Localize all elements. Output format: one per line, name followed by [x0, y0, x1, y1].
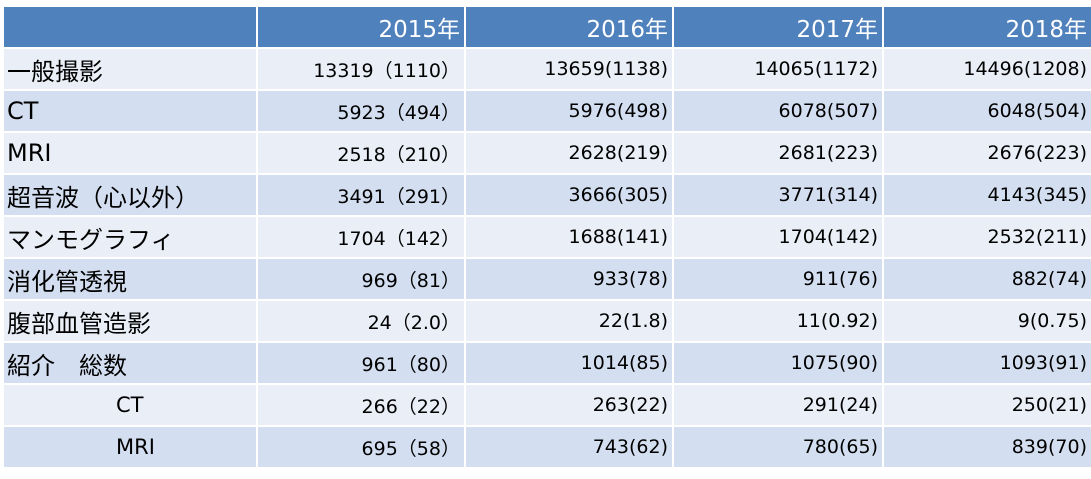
value-cell: 2532(211) [882, 215, 1091, 259]
value-cell: 13659(1138) [464, 47, 674, 91]
value-cell: 839(70) [882, 425, 1091, 469]
value-cell: 743(62) [464, 425, 674, 469]
value-cell: 1014(85) [464, 341, 674, 385]
value-cell: 266（22） [256, 383, 466, 427]
value-cell: 961（80） [256, 341, 466, 385]
year-header-2018: 2018年 [882, 5, 1091, 49]
row-label: 腹部血管造影 [2, 299, 258, 343]
value-cell: 3491（291） [256, 173, 466, 217]
corner-cell [2, 5, 258, 49]
year-header-2015: 2015年 [256, 5, 466, 49]
value-cell: 2681(223) [672, 131, 884, 175]
value-cell: 2628(219) [464, 131, 674, 175]
table-row: CT 266（22） 263(22) 291(24) 250(21) [2, 383, 1091, 427]
value-cell: 24（2.0） [256, 299, 466, 343]
value-cell: 14496(1208) [882, 47, 1091, 91]
row-label: 消化管透視 [2, 257, 258, 301]
value-cell: 5923（494） [256, 89, 466, 133]
value-cell: 1688(141) [464, 215, 674, 259]
row-label: MRI [2, 425, 258, 469]
table-row: 超音波（心以外） 3491（291） 3666(305) 3771(314) 4… [2, 173, 1091, 217]
value-cell: 780(65) [672, 425, 884, 469]
value-cell: 22(1.8) [464, 299, 674, 343]
value-cell: 969（81） [256, 257, 466, 301]
row-label: MRI [2, 131, 258, 175]
header-row: 2015年 2016年 2017年 2018年 [2, 5, 1091, 49]
table-row: CT 5923（494） 5976(498) 6078(507) 6048(50… [2, 89, 1091, 133]
row-label: 紹介 総数 [2, 341, 258, 385]
table-row: マンモグラフィ 1704（142） 1688(141) 1704(142) 25… [2, 215, 1091, 259]
value-cell: 2676(223) [882, 131, 1091, 175]
value-cell: 882(74) [882, 257, 1091, 301]
row-label: マンモグラフィ [2, 215, 258, 259]
table-row: 消化管透視 969（81） 933(78) 911(76) 882(74) [2, 257, 1091, 301]
value-cell: 1093(91) [882, 341, 1091, 385]
value-cell: 1075(90) [672, 341, 884, 385]
value-cell: 2518（210） [256, 131, 466, 175]
table-row: 腹部血管造影 24（2.0） 22(1.8) 11(0.92) 9(0.75) [2, 299, 1091, 343]
value-cell: 6048(504) [882, 89, 1091, 133]
statistics-table: 2015年 2016年 2017年 2018年 一般撮影 13319（1110）… [2, 5, 1091, 469]
row-label: CT [2, 383, 258, 427]
value-cell: 9(0.75) [882, 299, 1091, 343]
value-cell: 4143(345) [882, 173, 1091, 217]
value-cell: 5976(498) [464, 89, 674, 133]
row-label: 一般撮影 [2, 47, 258, 91]
value-cell: 250(21) [882, 383, 1091, 427]
value-cell: 13319（1110） [256, 47, 466, 91]
value-cell: 911(76) [672, 257, 884, 301]
value-cell: 933(78) [464, 257, 674, 301]
row-label: 超音波（心以外） [2, 173, 258, 217]
row-label: CT [2, 89, 258, 133]
value-cell: 1704（142） [256, 215, 466, 259]
value-cell: 695（58） [256, 425, 466, 469]
value-cell: 3666(305) [464, 173, 674, 217]
table-row: MRI 2518（210） 2628(219) 2681(223) 2676(2… [2, 131, 1091, 175]
year-header-2016: 2016年 [464, 5, 674, 49]
value-cell: 263(22) [464, 383, 674, 427]
year-header-2017: 2017年 [672, 5, 884, 49]
value-cell: 291(24) [672, 383, 884, 427]
table-row: 紹介 総数 961（80） 1014(85) 1075(90) 1093(91) [2, 341, 1091, 385]
value-cell: 1704(142) [672, 215, 884, 259]
value-cell: 14065(1172) [672, 47, 884, 91]
value-cell: 11(0.92) [672, 299, 884, 343]
value-cell: 3771(314) [672, 173, 884, 217]
table-row: MRI 695（58） 743(62) 780(65) 839(70) [2, 425, 1091, 469]
value-cell: 6078(507) [672, 89, 884, 133]
table-row: 一般撮影 13319（1110） 13659(1138) 14065(1172)… [2, 47, 1091, 91]
